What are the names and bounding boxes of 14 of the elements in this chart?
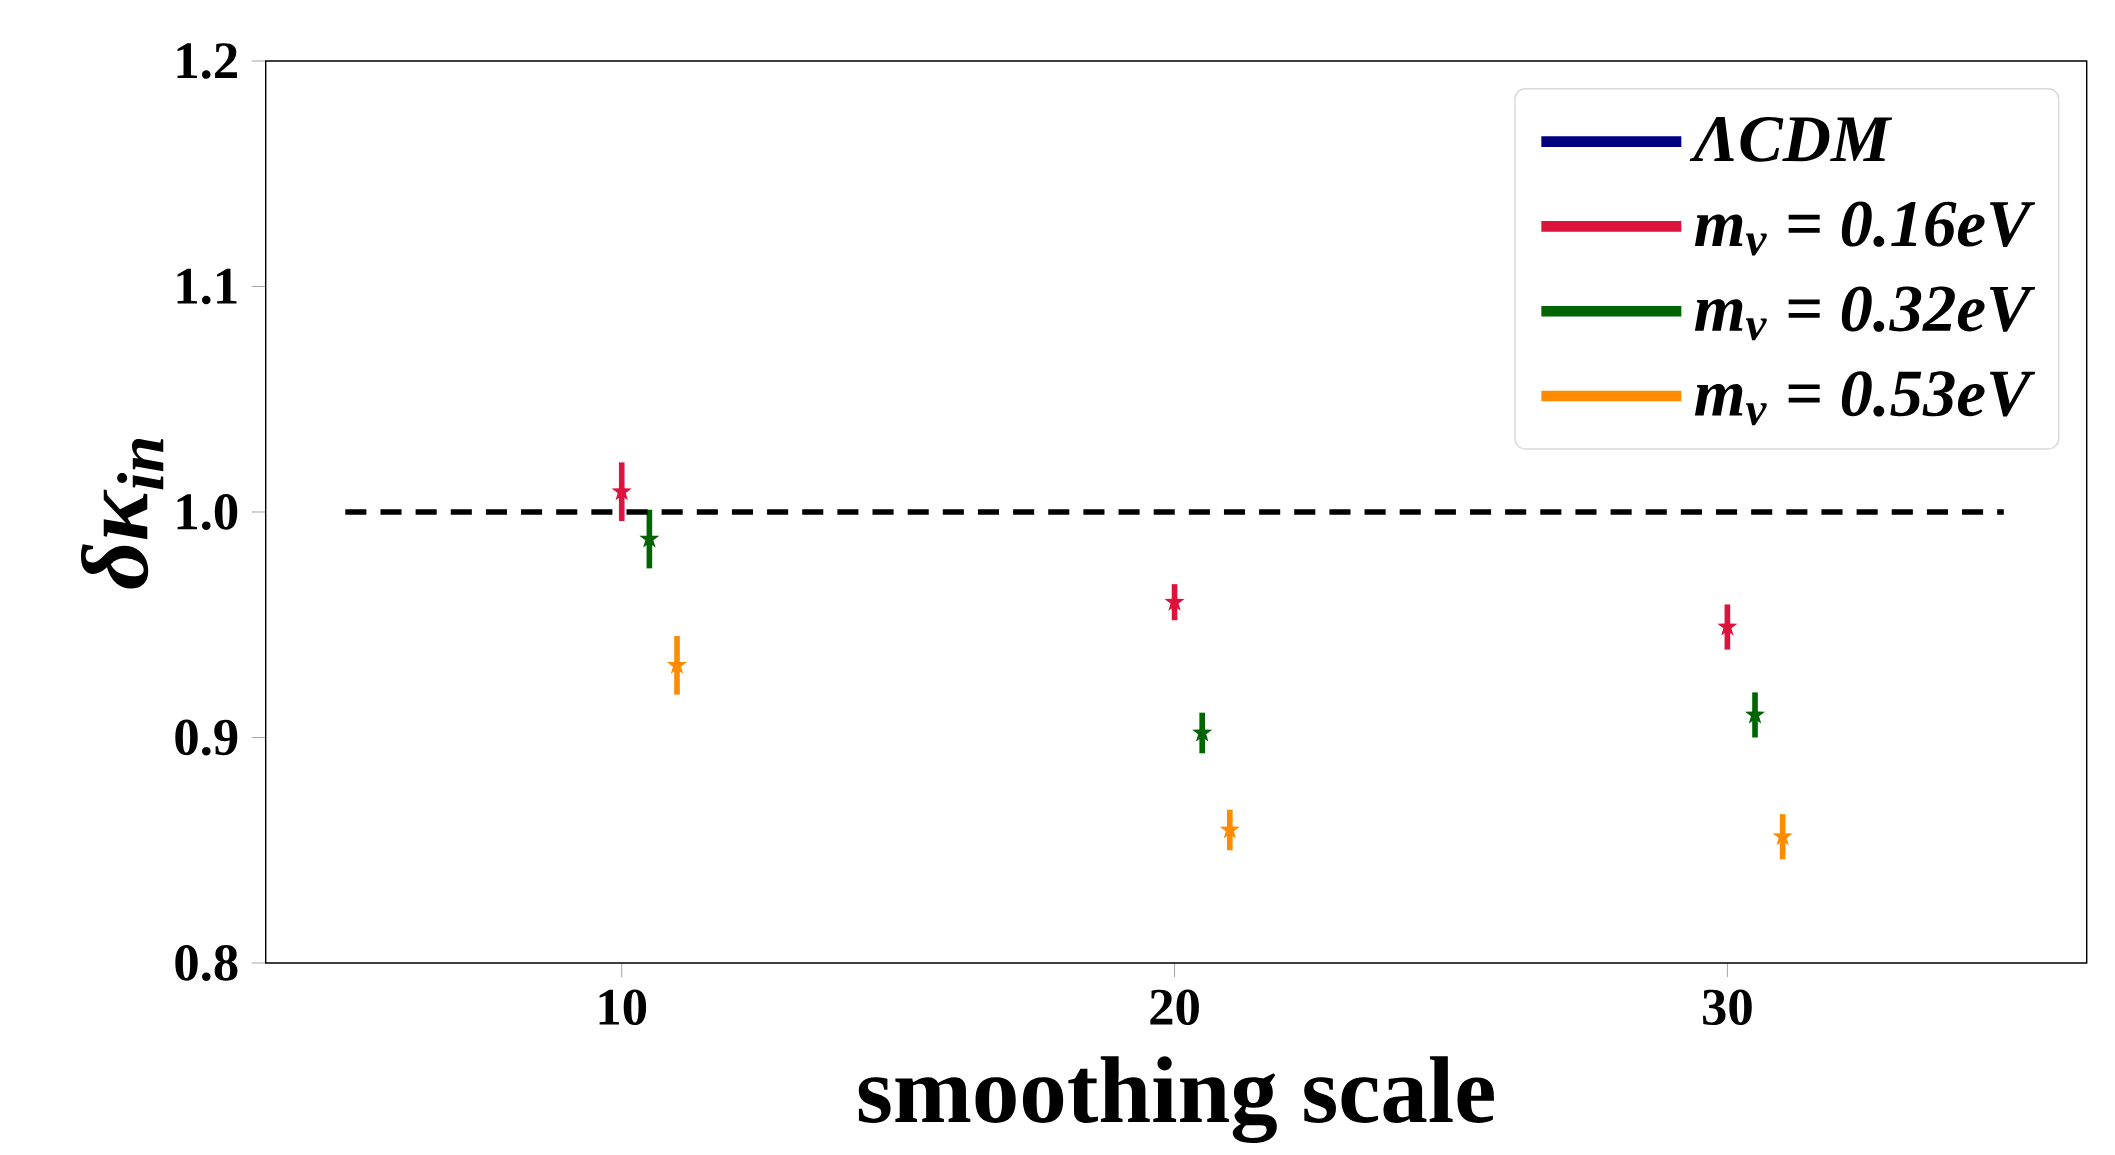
y-tick-label: 1.0 (177, 494, 238, 531)
legend-label: m$_{ν}$ = 0.53eV (1694, 371, 2036, 426)
x-tick-label: 20 (1150, 989, 1199, 1026)
x-tick-label: 30 (1703, 989, 1752, 1026)
x-tick-label: 10 (599, 989, 647, 1026)
y-tick-label: 0.9 (175, 719, 238, 756)
legend-label: ΛCDM (1689, 117, 1893, 162)
legend-label: m$_{ν}$ = 0.16eV (1694, 201, 2036, 256)
y-tick-label: 1.1 (177, 268, 237, 305)
x-axis-title: smoothing scale (858, 1056, 1494, 1144)
y-tick-label: 1.2 (177, 43, 237, 79)
y-tick-label: 0.8 (175, 945, 238, 982)
y-axis-title: δκ$_{in}$ (80, 439, 164, 589)
legend-label: m$_{ν}$ = 0.32eV (1694, 286, 2036, 341)
